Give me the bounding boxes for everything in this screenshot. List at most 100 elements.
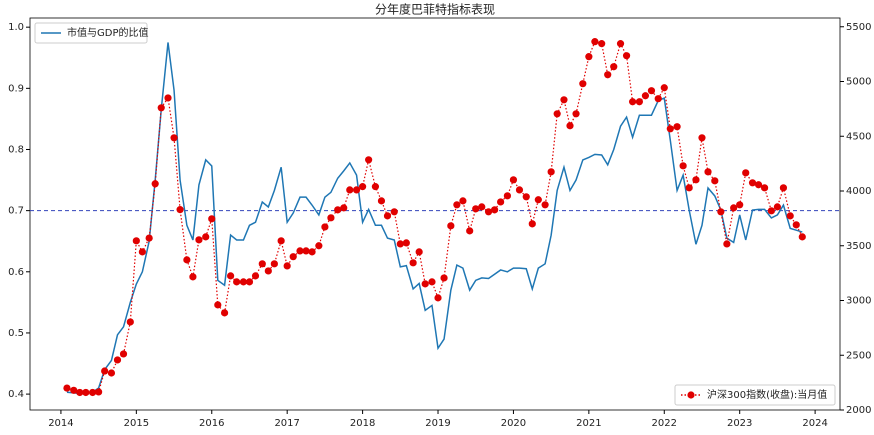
series-marker [528,220,536,228]
series-marker [202,233,210,241]
series-marker [560,96,568,104]
series-marker [635,98,643,106]
series-marker [490,206,499,214]
x-tick-label: 2022 [652,418,677,429]
series-marker [566,122,574,130]
y-tick-label: 0.5 [8,328,24,339]
series-marker [107,369,116,377]
series-marker [717,208,725,216]
series-marker [340,204,348,212]
series-marker [119,350,128,358]
x-tick-label: 2017 [274,418,299,429]
series-marker [647,87,656,95]
series-marker [723,240,731,248]
y2-tick-label: 2500 [846,350,871,361]
y-tick-label: 1.0 [8,22,24,33]
series-marker [402,239,410,247]
series-marker [233,278,241,286]
series-marker [660,84,668,92]
series-marker [251,272,260,280]
legend-label: 市值与GDP的比值 [67,26,148,39]
series-marker [277,237,285,245]
series-marker [82,388,90,397]
series-marker [484,208,493,216]
series-marker [352,186,361,194]
series-marker [585,53,593,61]
legend-box [34,22,148,44]
series-marker [453,201,461,209]
series-marker [113,356,122,364]
series-marker [289,253,297,261]
legend: 市值与GDP的比值 [34,22,148,44]
series-marker [509,176,518,184]
y2-tick-label: 3500 [846,241,871,252]
series-marker [76,388,84,397]
series-marker [409,259,417,267]
series-line [66,40,803,394]
series-marker [151,180,159,188]
series-marker [515,186,524,194]
series-marker [264,267,272,275]
series-marker [214,301,222,309]
y2-tick-label: 5500 [846,22,871,33]
y-tick-label: 0.6 [8,267,24,278]
series-marker [176,206,184,214]
x-tick-label: 2016 [199,418,224,429]
series-marker [472,205,480,213]
series-marker [415,248,423,256]
series-marker [396,240,404,248]
series-marker [522,193,530,201]
series-marker [270,260,278,268]
series-marker [622,52,631,60]
series-marker [63,384,71,392]
series-marker [164,94,172,102]
series-marker [195,236,203,244]
series-marker [616,40,625,48]
series-marker [383,212,392,220]
series-marker [604,71,612,79]
series-marker [748,179,757,187]
x-tick-label: 2019 [425,418,450,429]
y2-tick-label: 4500 [846,131,871,142]
x-tick-label: 2023 [727,418,752,429]
series-marker [698,134,706,142]
series-marker [334,206,342,214]
series-marker [679,162,687,170]
series-marker [371,183,380,191]
series-marker [227,272,235,280]
series-marker [641,92,650,100]
series-marker [101,367,109,375]
series-marker [302,247,310,255]
series-marker [245,278,254,286]
series-marker [673,123,681,131]
y-tick-label: 0.7 [8,206,24,217]
series-marker [365,156,373,164]
series-marker [308,248,316,256]
series-marker [321,223,329,231]
series-marker [126,318,134,326]
series-marker [390,208,398,216]
series-marker [654,95,662,103]
series-marker [315,242,323,250]
series-marker [478,203,486,211]
x-tick-label: 2024 [802,418,827,429]
series-marker [157,104,165,112]
series-marker [70,386,78,394]
series-marker [428,278,436,286]
series-marker [95,388,103,396]
chart-title: 分年度巴菲特指标表现 [375,2,495,17]
series-marker [692,176,700,184]
legend: 沪深300指数(收盘):当月值 [674,384,836,406]
series-marker [598,40,606,48]
series-marker [447,222,455,230]
series-marker [760,184,769,192]
series-marker [730,204,738,212]
y-tick-label: 0.8 [8,144,24,155]
series-marker [736,201,744,209]
series-marker [704,168,712,176]
x-tick-label: 2015 [124,418,149,429]
series-marker [779,184,788,192]
series-marker [283,262,291,270]
series-marker [786,212,794,220]
